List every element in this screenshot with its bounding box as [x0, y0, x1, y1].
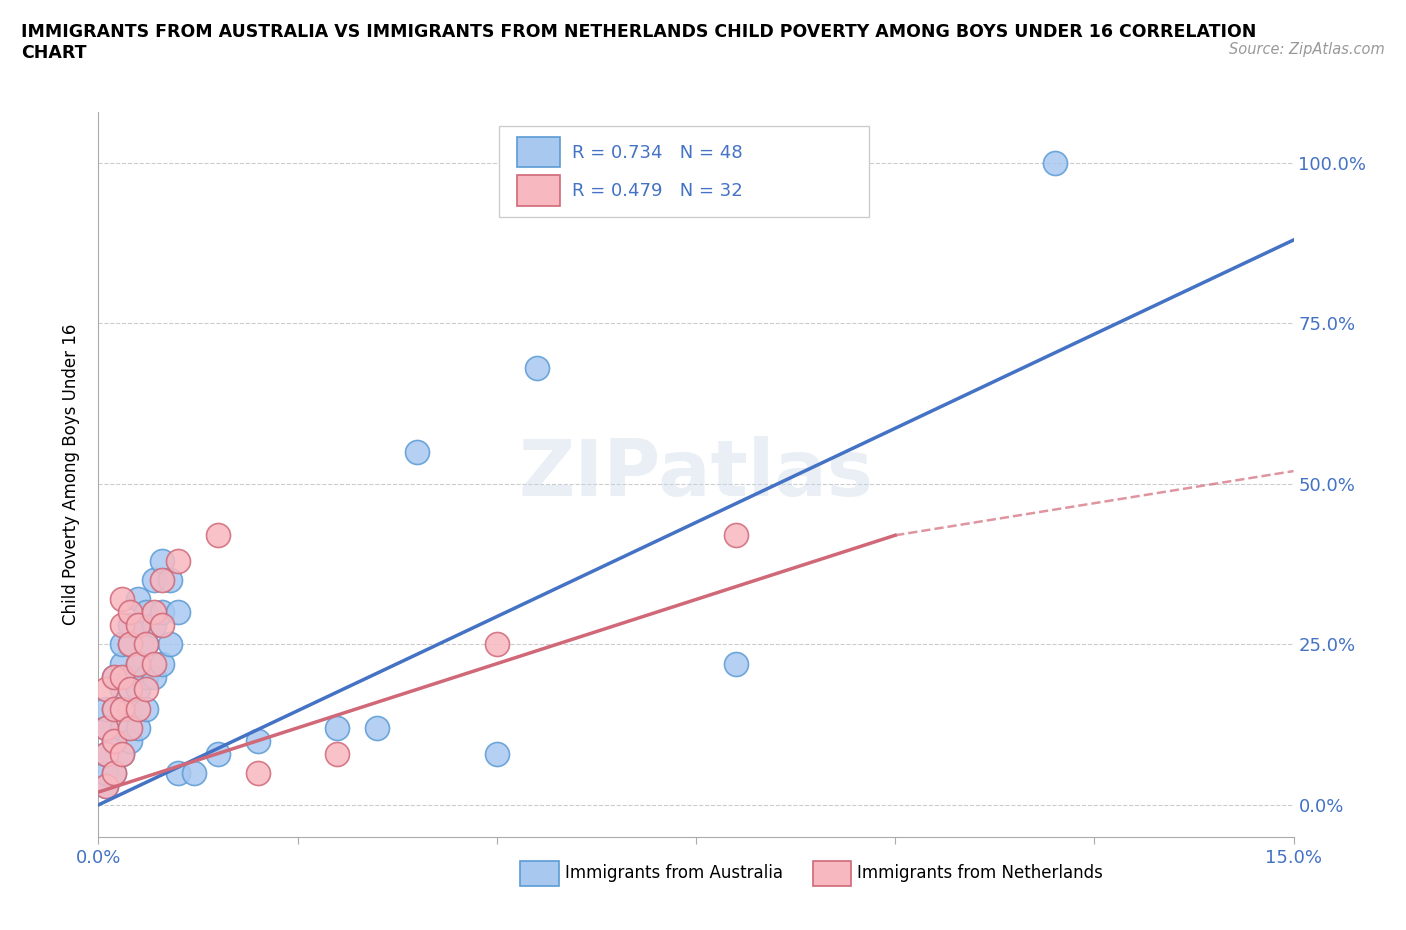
Point	[96, 765, 118, 780]
Point	[120, 721, 142, 736]
Point	[485, 746, 508, 761]
FancyBboxPatch shape	[517, 176, 560, 206]
Point	[150, 553, 173, 568]
Point	[207, 528, 229, 543]
Text: ZIPatlas: ZIPatlas	[519, 436, 873, 512]
Point	[111, 746, 134, 761]
Y-axis label: Child Poverty Among Boys Under 16: Child Poverty Among Boys Under 16	[62, 324, 80, 625]
Point	[526, 361, 548, 376]
Text: Source: ZipAtlas.com: Source: ZipAtlas.com	[1229, 42, 1385, 57]
Point	[143, 573, 166, 588]
Point	[103, 701, 125, 716]
Point	[111, 721, 134, 736]
Point	[159, 637, 181, 652]
Point	[246, 765, 269, 780]
Point	[326, 746, 349, 761]
FancyBboxPatch shape	[499, 126, 869, 217]
Point	[111, 701, 134, 716]
Text: Immigrants from Netherlands: Immigrants from Netherlands	[858, 864, 1104, 883]
Point	[103, 733, 125, 748]
Point	[120, 637, 142, 652]
Point	[127, 657, 149, 671]
Point	[135, 637, 157, 652]
Point	[103, 765, 125, 780]
Point	[96, 701, 118, 716]
Point	[135, 682, 157, 697]
Point	[1043, 155, 1066, 170]
Point	[135, 669, 157, 684]
Point	[143, 604, 166, 619]
Point	[135, 637, 157, 652]
Point	[96, 721, 118, 736]
Point	[127, 701, 149, 716]
Text: R = 0.734   N = 48: R = 0.734 N = 48	[572, 144, 742, 162]
Point	[150, 657, 173, 671]
Point	[724, 528, 747, 543]
Point	[127, 618, 149, 632]
Point	[96, 746, 118, 761]
Point	[111, 592, 134, 607]
Point	[111, 618, 134, 632]
Point	[103, 669, 125, 684]
FancyBboxPatch shape	[520, 861, 558, 885]
FancyBboxPatch shape	[813, 861, 852, 885]
Text: IMMIGRANTS FROM AUSTRALIA VS IMMIGRANTS FROM NETHERLANDS CHILD POVERTY AMONG BOY: IMMIGRANTS FROM AUSTRALIA VS IMMIGRANTS …	[21, 23, 1257, 62]
Point	[246, 733, 269, 748]
Point	[150, 604, 173, 619]
Point	[135, 604, 157, 619]
Point	[96, 721, 118, 736]
Point	[366, 721, 388, 736]
Point	[150, 618, 173, 632]
Point	[724, 657, 747, 671]
Point	[120, 604, 142, 619]
Point	[485, 637, 508, 652]
Point	[120, 701, 142, 716]
Point	[96, 746, 118, 761]
Point	[111, 637, 134, 652]
Point	[150, 573, 173, 588]
Point	[96, 778, 118, 793]
Point	[406, 445, 429, 459]
Point	[103, 733, 125, 748]
Text: R = 0.479   N = 32: R = 0.479 N = 32	[572, 182, 742, 200]
Text: Immigrants from Australia: Immigrants from Australia	[565, 864, 783, 883]
Point	[120, 682, 142, 697]
Point	[143, 657, 166, 671]
Point	[111, 657, 134, 671]
Point	[127, 721, 149, 736]
Point	[127, 618, 149, 632]
Point	[135, 701, 157, 716]
Point	[96, 682, 118, 697]
Point	[167, 765, 190, 780]
Point	[159, 573, 181, 588]
Point	[120, 733, 142, 748]
Point	[326, 721, 349, 736]
Point	[183, 765, 205, 780]
Point	[120, 669, 142, 684]
Point	[111, 669, 134, 684]
Point	[120, 637, 142, 652]
Point	[167, 604, 190, 619]
FancyBboxPatch shape	[517, 137, 560, 167]
Point	[207, 746, 229, 761]
Point	[127, 657, 149, 671]
Point	[111, 682, 134, 697]
Point	[127, 682, 149, 697]
Point	[167, 553, 190, 568]
Point	[143, 669, 166, 684]
Point	[127, 592, 149, 607]
Point	[96, 778, 118, 793]
Point	[111, 746, 134, 761]
Point	[120, 618, 142, 632]
Point	[103, 765, 125, 780]
Point	[103, 669, 125, 684]
Point	[143, 618, 166, 632]
Point	[103, 701, 125, 716]
